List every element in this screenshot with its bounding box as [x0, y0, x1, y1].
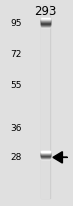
Bar	[41, 21, 50, 22]
Bar	[41, 19, 50, 20]
Bar	[41, 155, 50, 156]
FancyArrow shape	[53, 152, 68, 163]
Bar	[41, 23, 50, 24]
Bar	[41, 27, 50, 28]
Bar	[41, 151, 50, 152]
Bar	[41, 152, 50, 153]
Bar	[41, 20, 50, 21]
Text: 55: 55	[10, 81, 22, 90]
Bar	[41, 24, 50, 25]
Bar	[41, 6, 50, 198]
Bar	[41, 152, 50, 153]
Bar	[41, 154, 50, 155]
Bar	[41, 25, 50, 26]
Bar	[41, 155, 50, 156]
Bar	[41, 158, 50, 159]
Text: 293: 293	[34, 5, 56, 18]
Bar	[41, 156, 50, 157]
Bar	[41, 27, 50, 28]
Bar	[41, 153, 50, 154]
Bar	[41, 26, 50, 27]
Bar	[41, 158, 50, 159]
Bar	[41, 6, 49, 198]
Bar	[41, 157, 50, 158]
Text: 36: 36	[10, 123, 22, 132]
Text: 72: 72	[11, 50, 22, 59]
Bar	[41, 156, 50, 157]
Bar	[41, 27, 50, 28]
Bar	[41, 20, 50, 21]
Bar	[41, 24, 50, 25]
Bar	[41, 151, 50, 152]
Bar	[41, 155, 50, 156]
Bar	[41, 154, 50, 155]
Bar	[41, 22, 50, 23]
Text: 28: 28	[11, 152, 22, 161]
Bar	[41, 25, 50, 26]
Bar	[41, 23, 50, 24]
Bar	[41, 20, 50, 21]
Bar	[41, 153, 50, 154]
Bar	[41, 152, 50, 153]
Bar	[41, 158, 50, 159]
Bar	[41, 154, 50, 155]
Bar	[41, 24, 50, 25]
Bar	[41, 26, 50, 27]
Bar	[41, 21, 50, 22]
Text: 95: 95	[10, 19, 22, 28]
Bar	[41, 22, 50, 23]
Bar	[41, 157, 50, 158]
Bar	[41, 26, 50, 27]
Bar	[41, 19, 50, 20]
Bar	[41, 156, 50, 157]
Bar	[41, 157, 50, 158]
Bar	[41, 22, 50, 23]
